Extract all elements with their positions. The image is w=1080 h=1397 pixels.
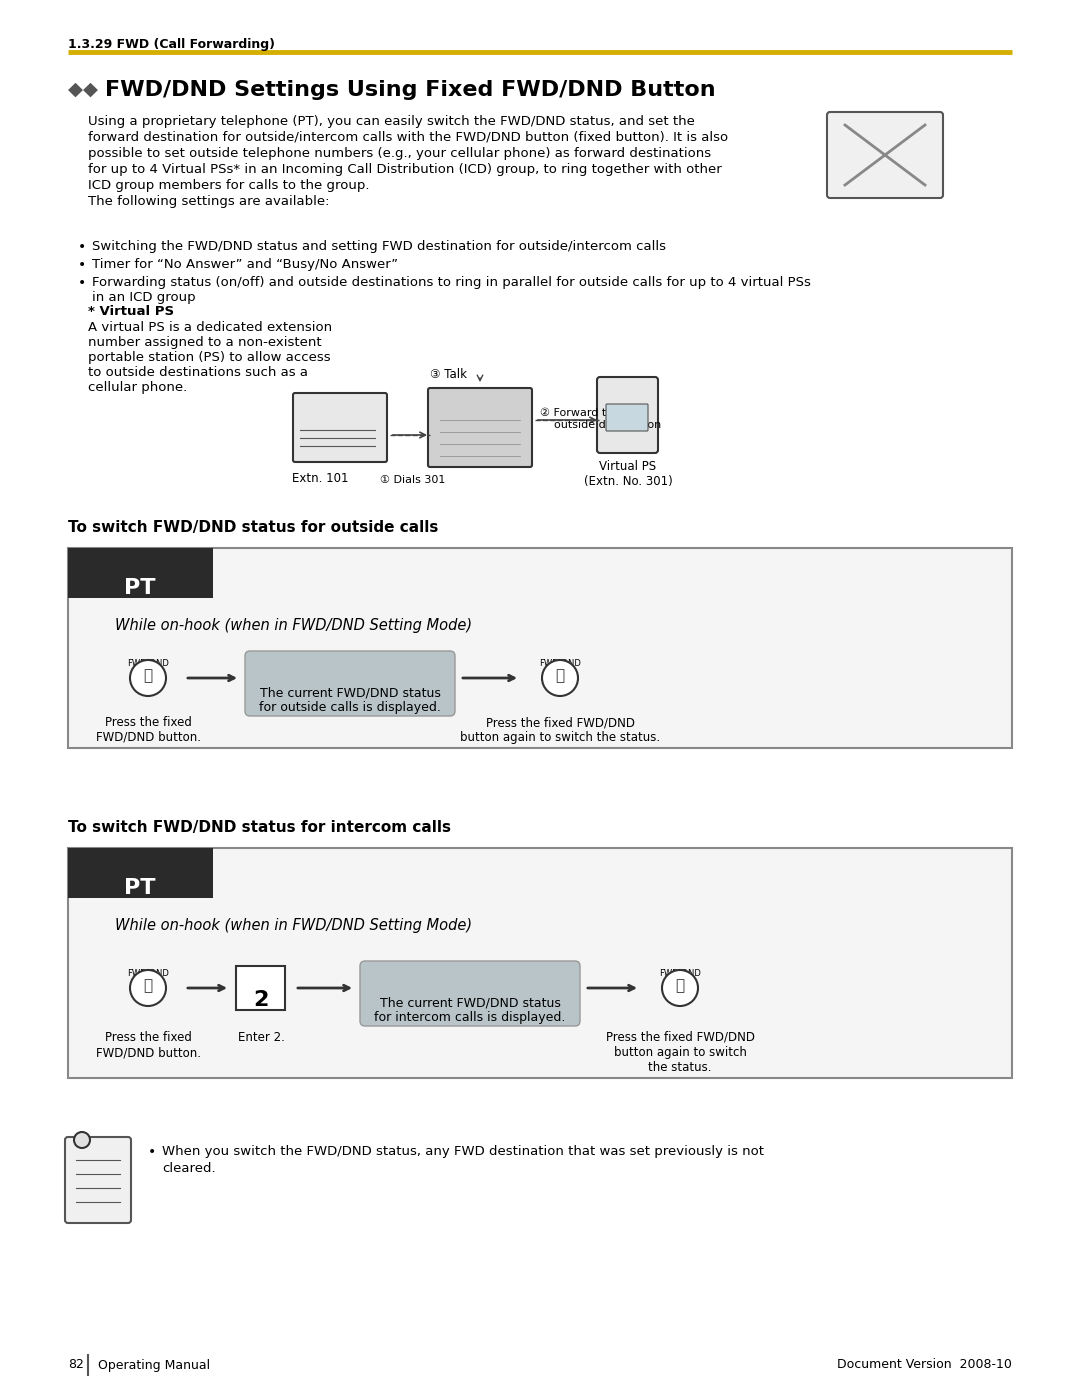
Text: FWD/DND: FWD/DND [539, 658, 581, 666]
Text: ① Dials 301: ① Dials 301 [380, 475, 445, 485]
Text: •: • [78, 240, 86, 254]
Circle shape [662, 970, 698, 1006]
Text: Document Version  2008-10: Document Version 2008-10 [837, 1358, 1012, 1372]
Text: to outside destinations such as a: to outside destinations such as a [87, 366, 308, 379]
Text: Switching the FWD/DND status and setting FWD destination for outside/intercom ca: Switching the FWD/DND status and setting… [92, 240, 666, 253]
FancyBboxPatch shape [68, 848, 1012, 1078]
Text: While on-hook (when in FWD/DND Setting Mode): While on-hook (when in FWD/DND Setting M… [114, 918, 472, 933]
Text: cleared.: cleared. [162, 1162, 216, 1175]
Text: Press the fixed FWD/DND
button again to switch
the status.: Press the fixed FWD/DND button again to … [606, 1031, 755, 1074]
Text: •: • [78, 258, 86, 272]
Text: •: • [78, 277, 86, 291]
Text: portable station (PS) to allow access: portable station (PS) to allow access [87, 351, 330, 365]
FancyBboxPatch shape [827, 112, 943, 198]
FancyBboxPatch shape [428, 388, 532, 467]
Text: Extn. 101: Extn. 101 [292, 472, 348, 485]
FancyBboxPatch shape [293, 393, 387, 462]
Text: The following settings are available:: The following settings are available: [87, 196, 329, 208]
Text: Timer for “No Answer” and “Busy/No Answer”: Timer for “No Answer” and “Busy/No Answe… [92, 258, 399, 271]
Text: FWD/DND: FWD/DND [127, 658, 168, 666]
Text: number assigned to a non-existent: number assigned to a non-existent [87, 337, 322, 349]
Text: 1.3.29 FWD (Call Forwarding): 1.3.29 FWD (Call Forwarding) [68, 38, 275, 52]
FancyBboxPatch shape [360, 961, 580, 1025]
Circle shape [75, 1132, 90, 1148]
Text: FWD/DND: FWD/DND [127, 968, 168, 977]
Text: •: • [148, 1146, 157, 1160]
Text: ◆◆: ◆◆ [68, 80, 105, 99]
Circle shape [130, 659, 166, 696]
Text: Forwarding status (on/off) and outside destinations to ring in parallel for outs: Forwarding status (on/off) and outside d… [92, 277, 811, 289]
Text: ⏻: ⏻ [675, 978, 685, 993]
FancyBboxPatch shape [597, 377, 658, 453]
Text: 82: 82 [68, 1358, 84, 1372]
Text: Press the fixed
FWD/DND button.: Press the fixed FWD/DND button. [95, 1031, 201, 1059]
FancyBboxPatch shape [68, 548, 1012, 747]
Text: A virtual PS is a dedicated extension: A virtual PS is a dedicated extension [87, 321, 333, 334]
Text: in an ICD group: in an ICD group [92, 291, 195, 305]
Text: The current FWD/DND status
for outside calls is displayed.: The current FWD/DND status for outside c… [259, 686, 441, 714]
Text: ⏻: ⏻ [144, 978, 152, 993]
Text: cellular phone.: cellular phone. [87, 381, 187, 394]
Text: PT: PT [124, 578, 156, 598]
Text: FWD/DND Settings Using Fixed FWD/DND Button: FWD/DND Settings Using Fixed FWD/DND But… [105, 80, 716, 101]
Text: ⏻: ⏻ [144, 669, 152, 683]
FancyBboxPatch shape [245, 651, 455, 717]
Text: While on-hook (when in FWD/DND Setting Mode): While on-hook (when in FWD/DND Setting M… [114, 617, 472, 633]
Text: To switch FWD/DND status for intercom calls: To switch FWD/DND status for intercom ca… [68, 820, 451, 835]
Text: Operating Manual: Operating Manual [98, 1358, 211, 1372]
Text: possible to set outside telephone numbers (e.g., your cellular phone) as forward: possible to set outside telephone number… [87, 147, 711, 161]
Circle shape [130, 970, 166, 1006]
Text: Enter 2.: Enter 2. [238, 1031, 284, 1044]
Text: To switch FWD/DND status for outside calls: To switch FWD/DND status for outside cal… [68, 520, 438, 535]
Text: 2: 2 [254, 990, 269, 1010]
Text: forward destination for outside/intercom calls with the FWD/DND button (fixed bu: forward destination for outside/intercom… [87, 131, 728, 144]
Text: When you switch the FWD/DND status, any FWD destination that was set previously : When you switch the FWD/DND status, any … [162, 1146, 764, 1158]
Text: The current FWD/DND status
for intercom calls is displayed.: The current FWD/DND status for intercom … [375, 996, 566, 1024]
FancyBboxPatch shape [65, 1137, 131, 1222]
Text: Press the fixed FWD/DND
button again to switch the status.: Press the fixed FWD/DND button again to … [460, 717, 660, 745]
Text: ③ Talk: ③ Talk [430, 367, 467, 381]
Bar [68, 848, 213, 898]
Text: PT: PT [124, 877, 156, 898]
Bar [68, 548, 213, 598]
Text: ② Forward to
    outside destination: ② Forward to outside destination [540, 408, 661, 430]
Text: Using a proprietary telephone (PT), you can easily switch the FWD/DND status, an: Using a proprietary telephone (PT), you … [87, 115, 694, 129]
Text: FWD/DND: FWD/DND [659, 968, 701, 977]
Circle shape [542, 659, 578, 696]
Text: ⏻: ⏻ [555, 669, 565, 683]
Text: Virtual PS
(Extn. No. 301): Virtual PS (Extn. No. 301) [583, 460, 673, 488]
FancyBboxPatch shape [237, 965, 285, 1010]
Text: for up to 4 Virtual PSs* in an Incoming Call Distribution (ICD) group, to ring t: for up to 4 Virtual PSs* in an Incoming … [87, 163, 721, 176]
Text: * Virtual PS: * Virtual PS [87, 305, 174, 319]
Text: Press the fixed
FWD/DND button.: Press the fixed FWD/DND button. [95, 717, 201, 745]
Text: ICD group members for calls to the group.: ICD group members for calls to the group… [87, 179, 369, 191]
FancyBboxPatch shape [606, 404, 648, 432]
